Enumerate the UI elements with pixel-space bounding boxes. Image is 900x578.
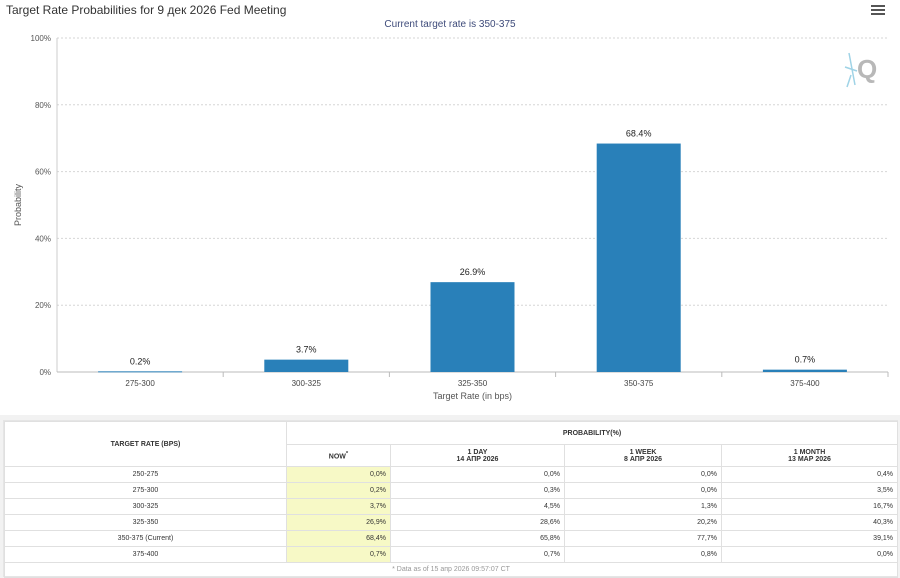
column-header-2: 1 WEEK 8 АПР 2026 — [564, 444, 722, 467]
probability-cell: 0,2% — [286, 482, 391, 499]
probability-cell: 77,7% — [564, 530, 722, 547]
probability-table-panel: TARGET RATE (BPS) PROBABILITY(%) NOW* 1 D… — [3, 420, 899, 578]
probability-header: PROBABILITY(%) — [285, 421, 899, 445]
table-row: 250-275 0,0% 0,0% 0,0% 0,4% — [4, 466, 899, 483]
probability-cell: 40,3% — [720, 514, 899, 531]
data-label: 26.9% — [460, 267, 486, 277]
footnote-marker: * — [345, 450, 349, 457]
probability-cell: 0,0% — [564, 466, 722, 483]
probability-table: TARGET RATE (BPS) PROBABILITY(%) NOW* 1 D… — [3, 421, 899, 578]
x-tick-label: 375-400 — [790, 379, 820, 388]
probability-cell: 39,1% — [720, 530, 899, 547]
probability-cell: 65,8% — [390, 530, 565, 547]
probability-cell: 0,0% — [286, 466, 391, 483]
table-row: 350-375 (Current) 68,4% 65,8% 77,7% 39,1% — [4, 530, 899, 547]
data-label: 3.7% — [296, 345, 317, 355]
footnote: * Data as of 15 апр 2026 09:57:07 CT — [3, 562, 899, 578]
x-tick-label: 275-300 — [125, 379, 155, 388]
column-header-label: 1 MONTH — [793, 448, 826, 456]
table-row: 275-300 0,2% 0,3% 0,0% 3,5% — [4, 482, 899, 499]
y-tick-label: 80% — [35, 101, 51, 110]
y-tick-label: 20% — [35, 301, 51, 310]
probability-cell: 0,0% — [390, 466, 565, 483]
chart-subtitle: Current target rate is 350-375 — [384, 19, 516, 30]
x-tick-label: 325-350 — [458, 379, 488, 388]
x-axis-title: Target Rate (in bps) — [433, 391, 512, 401]
column-header-date: 13 МАР 2026 — [788, 455, 831, 463]
table-row: 325-350 26,9% 28,6% 20,2% 40,3% — [4, 514, 899, 531]
probability-cell: 1,3% — [564, 498, 722, 515]
column-header-date: 8 АПР 2026 — [623, 455, 663, 463]
data-label: 0.7% — [795, 355, 816, 365]
probability-cell: 0,7% — [390, 546, 565, 563]
probability-cell: 3,7% — [286, 498, 391, 515]
table-row: 375-400 0,7% 0,7% 0,8% 0,0% — [4, 546, 899, 563]
probability-cell: 68,4% — [286, 530, 391, 547]
bar — [430, 282, 515, 372]
probability-cell: 0,0% — [564, 482, 722, 499]
column-header-3: 1 MONTH 13 МАР 2026 — [720, 444, 899, 467]
rate-cell: 350-375 (Current) — [4, 530, 287, 547]
column-header-0: NOW* — [286, 444, 391, 467]
table-row: 300-325 3,7% 4,5% 1,3% 16,7% — [4, 498, 899, 515]
rate-cell: 250-275 — [4, 466, 287, 483]
probability-cell: 0,0% — [720, 546, 899, 563]
data-label: 68.4% — [626, 129, 652, 139]
probability-cell: 0,7% — [286, 546, 391, 563]
probability-cell: 16,7% — [720, 498, 899, 515]
bar — [98, 371, 183, 373]
y-tick-label: 0% — [39, 368, 51, 377]
data-label: 0.2% — [130, 356, 151, 366]
rate-cell: 375-400 — [4, 546, 287, 563]
bar — [762, 369, 847, 372]
probability-cell: 3,5% — [720, 482, 899, 499]
rate-cell: 275-300 — [4, 482, 287, 499]
target-rate-header: TARGET RATE (BPS) — [4, 421, 287, 467]
column-header-label: NOW — [328, 453, 346, 461]
svg-text:Q: Q — [857, 54, 877, 84]
column-header-label: 1 WEEK — [629, 448, 657, 456]
rate-cell: 300-325 — [4, 498, 287, 515]
y-tick-label: 60% — [35, 168, 51, 177]
q-logo-icon: Q — [844, 52, 877, 88]
chart-panel: Target Rate Probabilities for 9 дек 2026… — [0, 0, 900, 415]
probability-cell: 0,8% — [564, 546, 722, 563]
chart-title: Target Rate Probabilities for 9 дек 2026… — [6, 3, 287, 17]
x-tick-label: 350-375 — [624, 379, 654, 388]
column-header-label: 1 DAY — [467, 448, 488, 456]
probability-cell: 28,6% — [390, 514, 565, 531]
y-tick-label: 100% — [31, 34, 51, 43]
probability-cell: 20,2% — [564, 514, 722, 531]
x-tick-label: 300-325 — [292, 379, 322, 388]
column-header-date: 14 АПР 2026 — [456, 455, 499, 463]
bar — [596, 143, 681, 372]
probability-cell: 0,3% — [390, 482, 565, 499]
y-axis-title: Probability — [13, 183, 23, 226]
probability-cell: 26,9% — [286, 514, 391, 531]
y-tick-label: 40% — [35, 234, 51, 243]
probability-cell: 0,4% — [720, 466, 899, 483]
column-header-1: 1 DAY 14 АПР 2026 — [390, 444, 565, 467]
rate-cell: 325-350 — [4, 514, 287, 531]
bar-chart: 0% 20% 40% 60% 80% 100% 0.2% 275-300 3.7% 300-325… — [13, 34, 889, 401]
probability-cell: 4,5% — [390, 498, 565, 515]
hamburger-menu-icon[interactable] — [871, 5, 885, 17]
bar — [264, 359, 349, 372]
